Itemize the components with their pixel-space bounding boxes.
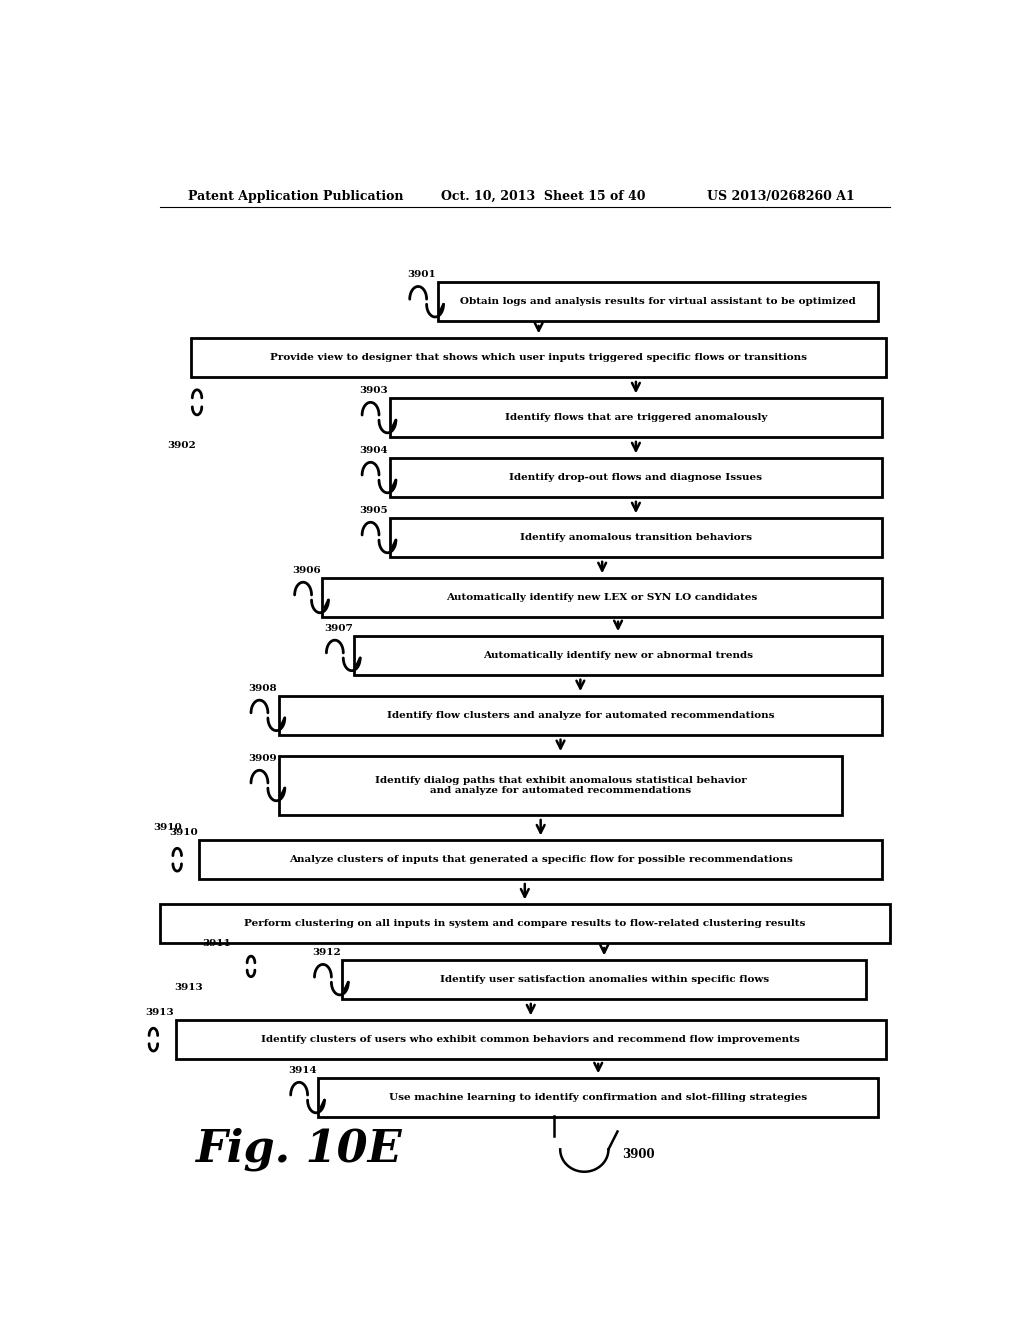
Text: Identify anomalous transition behaviors: Identify anomalous transition behaviors [520,533,752,543]
FancyBboxPatch shape [323,578,882,616]
FancyBboxPatch shape [279,696,882,735]
FancyBboxPatch shape [191,338,886,378]
Text: 3901: 3901 [408,271,436,280]
FancyBboxPatch shape [176,1020,886,1059]
Text: Obtain logs and analysis results for virtual assistant to be optimized: Obtain logs and analysis results for vir… [460,297,856,306]
FancyBboxPatch shape [342,961,866,999]
Text: 3904: 3904 [359,446,388,455]
FancyBboxPatch shape [279,756,842,814]
FancyBboxPatch shape [160,904,890,942]
Text: Automatically identify new or abnormal trends: Automatically identify new or abnormal t… [483,651,753,660]
Text: Identify drop-out flows and diagnose Issues: Identify drop-out flows and diagnose Iss… [509,473,763,482]
Text: 3908: 3908 [249,684,278,693]
FancyBboxPatch shape [354,636,882,675]
Text: US 2013/0268260 A1: US 2013/0268260 A1 [708,190,855,202]
Text: 3910: 3910 [154,824,182,833]
Text: Identify clusters of users who exhibit common behaviors and recommend flow impro: Identify clusters of users who exhibit c… [261,1035,800,1044]
FancyBboxPatch shape [318,1078,878,1117]
Text: 3913: 3913 [145,1008,174,1018]
Text: Identify flows that are triggered anomalously: Identify flows that are triggered anomal… [505,413,767,422]
Text: Perform clustering on all inputs in system and compare results to flow-related c: Perform clustering on all inputs in syst… [244,919,806,928]
FancyBboxPatch shape [390,399,882,437]
Text: 3909: 3909 [249,754,278,763]
Text: Automatically identify new LEX or SYN LO candidates: Automatically identify new LEX or SYN LO… [446,593,758,602]
FancyBboxPatch shape [437,282,878,321]
Text: 3905: 3905 [359,506,388,515]
Text: Fig. 10E: Fig. 10E [196,1127,402,1171]
Text: 3913: 3913 [174,983,203,991]
FancyBboxPatch shape [200,841,882,879]
Text: Analyze clusters of inputs that generated a specific flow for possible recommend: Analyze clusters of inputs that generate… [289,855,793,865]
Text: 3914: 3914 [289,1067,317,1076]
FancyBboxPatch shape [390,519,882,557]
Text: 3903: 3903 [359,387,388,395]
Text: Provide view to designer that shows which user inputs triggered specific flows o: Provide view to designer that shows whic… [270,354,807,362]
Text: Use machine learning to identify confirmation and slot-filling strategies: Use machine learning to identify confirm… [389,1093,807,1102]
Text: Identify flow clusters and analyze for automated recommendations: Identify flow clusters and analyze for a… [387,711,774,719]
Text: 3900: 3900 [622,1148,654,1162]
FancyBboxPatch shape [390,458,882,496]
Text: Patent Application Publication: Patent Application Publication [187,190,403,202]
Text: Oct. 10, 2013  Sheet 15 of 40: Oct. 10, 2013 Sheet 15 of 40 [441,190,646,202]
Text: Identify dialog paths that exhibit anomalous statistical behavior
and analyze fo: Identify dialog paths that exhibit anoma… [375,776,746,795]
Text: 3907: 3907 [324,624,353,634]
Text: 3912: 3912 [312,948,341,957]
Text: 3906: 3906 [292,566,322,576]
Text: 3911: 3911 [203,939,231,948]
Text: 3910: 3910 [169,829,198,837]
Text: Identify user satisfaction anomalies within specific flows: Identify user satisfaction anomalies wit… [439,975,769,985]
Text: 3902: 3902 [167,441,196,450]
